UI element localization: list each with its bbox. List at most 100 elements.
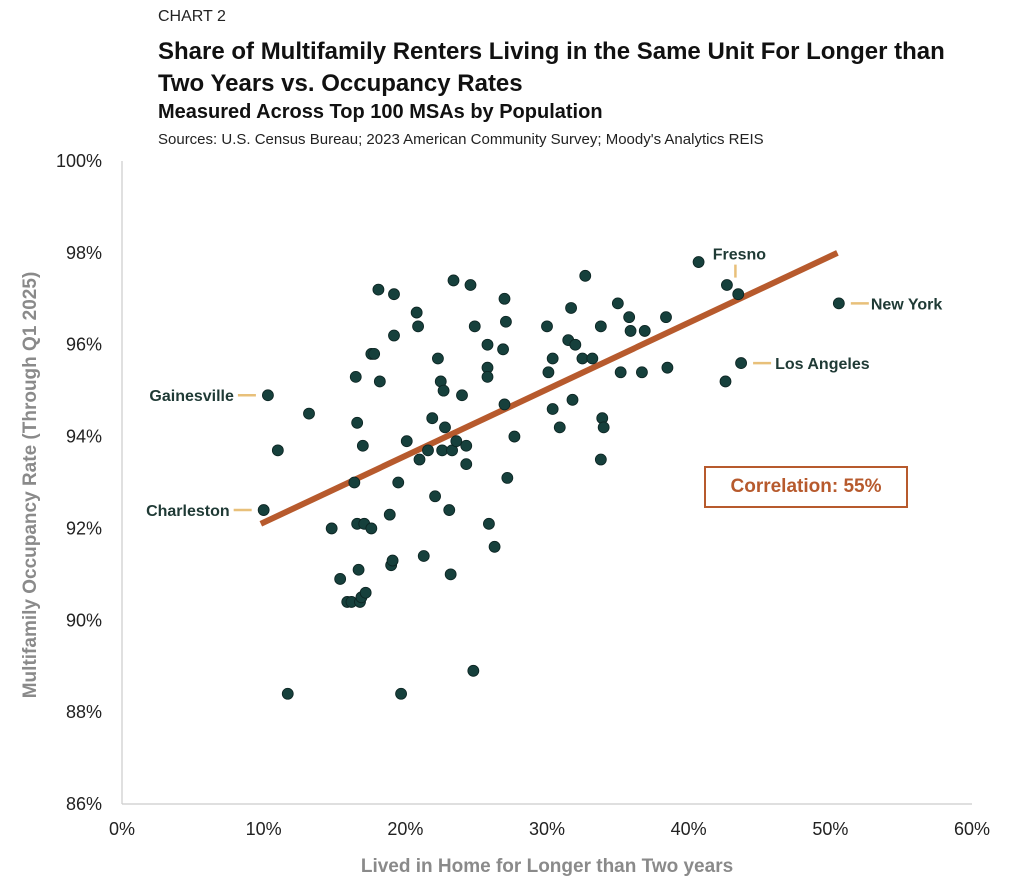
data-point — [281, 687, 294, 700]
data-point — [614, 366, 627, 379]
data-point — [464, 279, 477, 291]
data-point — [429, 490, 441, 503]
data-point — [546, 403, 559, 415]
x-tick-label: 40% — [671, 819, 707, 839]
chart-subtitle: Measured Across Top 100 MSAs by Populati… — [158, 101, 603, 123]
data-point — [349, 370, 362, 383]
x-tick-label: 60% — [954, 819, 990, 839]
data-point — [372, 283, 385, 296]
data-point — [719, 375, 732, 388]
data-point — [422, 444, 434, 457]
data-point — [439, 421, 451, 434]
data-point — [481, 338, 494, 351]
y-tick-label: 96% — [66, 335, 102, 355]
x-tick-label: 10% — [246, 819, 282, 839]
data-point — [334, 573, 347, 585]
data-point — [426, 412, 439, 425]
data-point — [262, 389, 274, 402]
y-tick-label: 94% — [66, 427, 102, 447]
data-point — [735, 357, 747, 369]
data-point — [365, 522, 378, 535]
data-point — [413, 453, 426, 466]
annotation-label: New York — [871, 296, 943, 313]
data-point — [594, 453, 607, 466]
data-point — [660, 311, 672, 324]
data-point — [456, 389, 468, 402]
data-point — [468, 320, 481, 333]
data-points — [257, 256, 845, 700]
data-point — [636, 366, 648, 379]
data-point — [576, 352, 589, 365]
x-axis-label: Lived in Home for Longer than Two years — [361, 856, 733, 877]
y-tick-label: 86% — [66, 794, 102, 814]
data-point — [383, 508, 396, 521]
tick-labels: 86% 88% 90% 92% 94% 96% 98% 100% 0% 10% 20% 30% 40% 5… — [56, 151, 990, 839]
data-point — [586, 352, 599, 365]
data-point — [623, 311, 636, 324]
data-point — [386, 554, 399, 567]
data-point — [832, 297, 845, 310]
data-point — [692, 256, 705, 268]
data-point — [388, 329, 400, 342]
data-point — [565, 302, 577, 314]
data-point — [444, 568, 457, 581]
data-point — [488, 540, 501, 553]
data-point — [412, 320, 424, 333]
x-tick-label: 30% — [529, 819, 565, 839]
data-point — [497, 343, 509, 356]
data-point — [359, 586, 372, 599]
data-point — [348, 476, 361, 489]
data-point — [542, 366, 555, 379]
data-point — [257, 504, 270, 516]
data-point — [436, 444, 449, 457]
axes — [121, 161, 972, 805]
data-point — [553, 421, 566, 434]
data-point — [481, 370, 494, 383]
data-point — [546, 352, 559, 365]
data-point — [351, 416, 364, 429]
data-point — [432, 352, 444, 365]
data-point — [508, 430, 521, 443]
data-point — [437, 384, 450, 397]
data-point — [594, 320, 607, 333]
data-point — [732, 288, 745, 301]
correlation-badge: Correlation: 55% — [704, 466, 908, 508]
data-point — [392, 476, 405, 489]
data-point — [460, 458, 473, 471]
data-point — [569, 338, 582, 351]
annotation-leaders — [233, 264, 869, 512]
data-point — [410, 306, 423, 319]
data-point — [388, 288, 400, 301]
x-tick-label: 50% — [812, 819, 848, 839]
data-point — [483, 517, 495, 530]
data-point — [579, 269, 592, 282]
y-tick-label: 90% — [66, 610, 102, 630]
data-point — [368, 347, 381, 360]
data-point — [501, 472, 514, 484]
data-point — [271, 444, 284, 457]
data-point — [356, 439, 369, 452]
data-point — [460, 439, 473, 452]
data-point — [611, 297, 624, 310]
data-point — [624, 325, 637, 337]
annotation-label: Gainesville — [149, 388, 234, 405]
data-point — [498, 398, 511, 411]
data-point — [395, 687, 407, 700]
data-point — [498, 292, 511, 305]
y-tick-label: 92% — [66, 518, 102, 538]
data-point — [325, 522, 338, 535]
data-point — [417, 550, 430, 562]
y-tick-label: 100% — [56, 151, 102, 171]
data-point — [303, 407, 315, 420]
y-axis-label: Multifamily Occupancy Rate (Through Q1 2… — [20, 272, 41, 699]
data-point — [541, 320, 553, 333]
data-point — [373, 375, 386, 388]
data-point — [400, 435, 413, 448]
chart-kicker: CHART 2 — [158, 8, 226, 25]
data-point — [352, 563, 365, 576]
y-tick-label: 88% — [66, 702, 102, 722]
data-point — [597, 421, 610, 434]
annotation-label: Charleston — [146, 503, 230, 520]
annotation-labels: New York Fresno Los Angeles Gainesville Char… — [146, 247, 942, 520]
